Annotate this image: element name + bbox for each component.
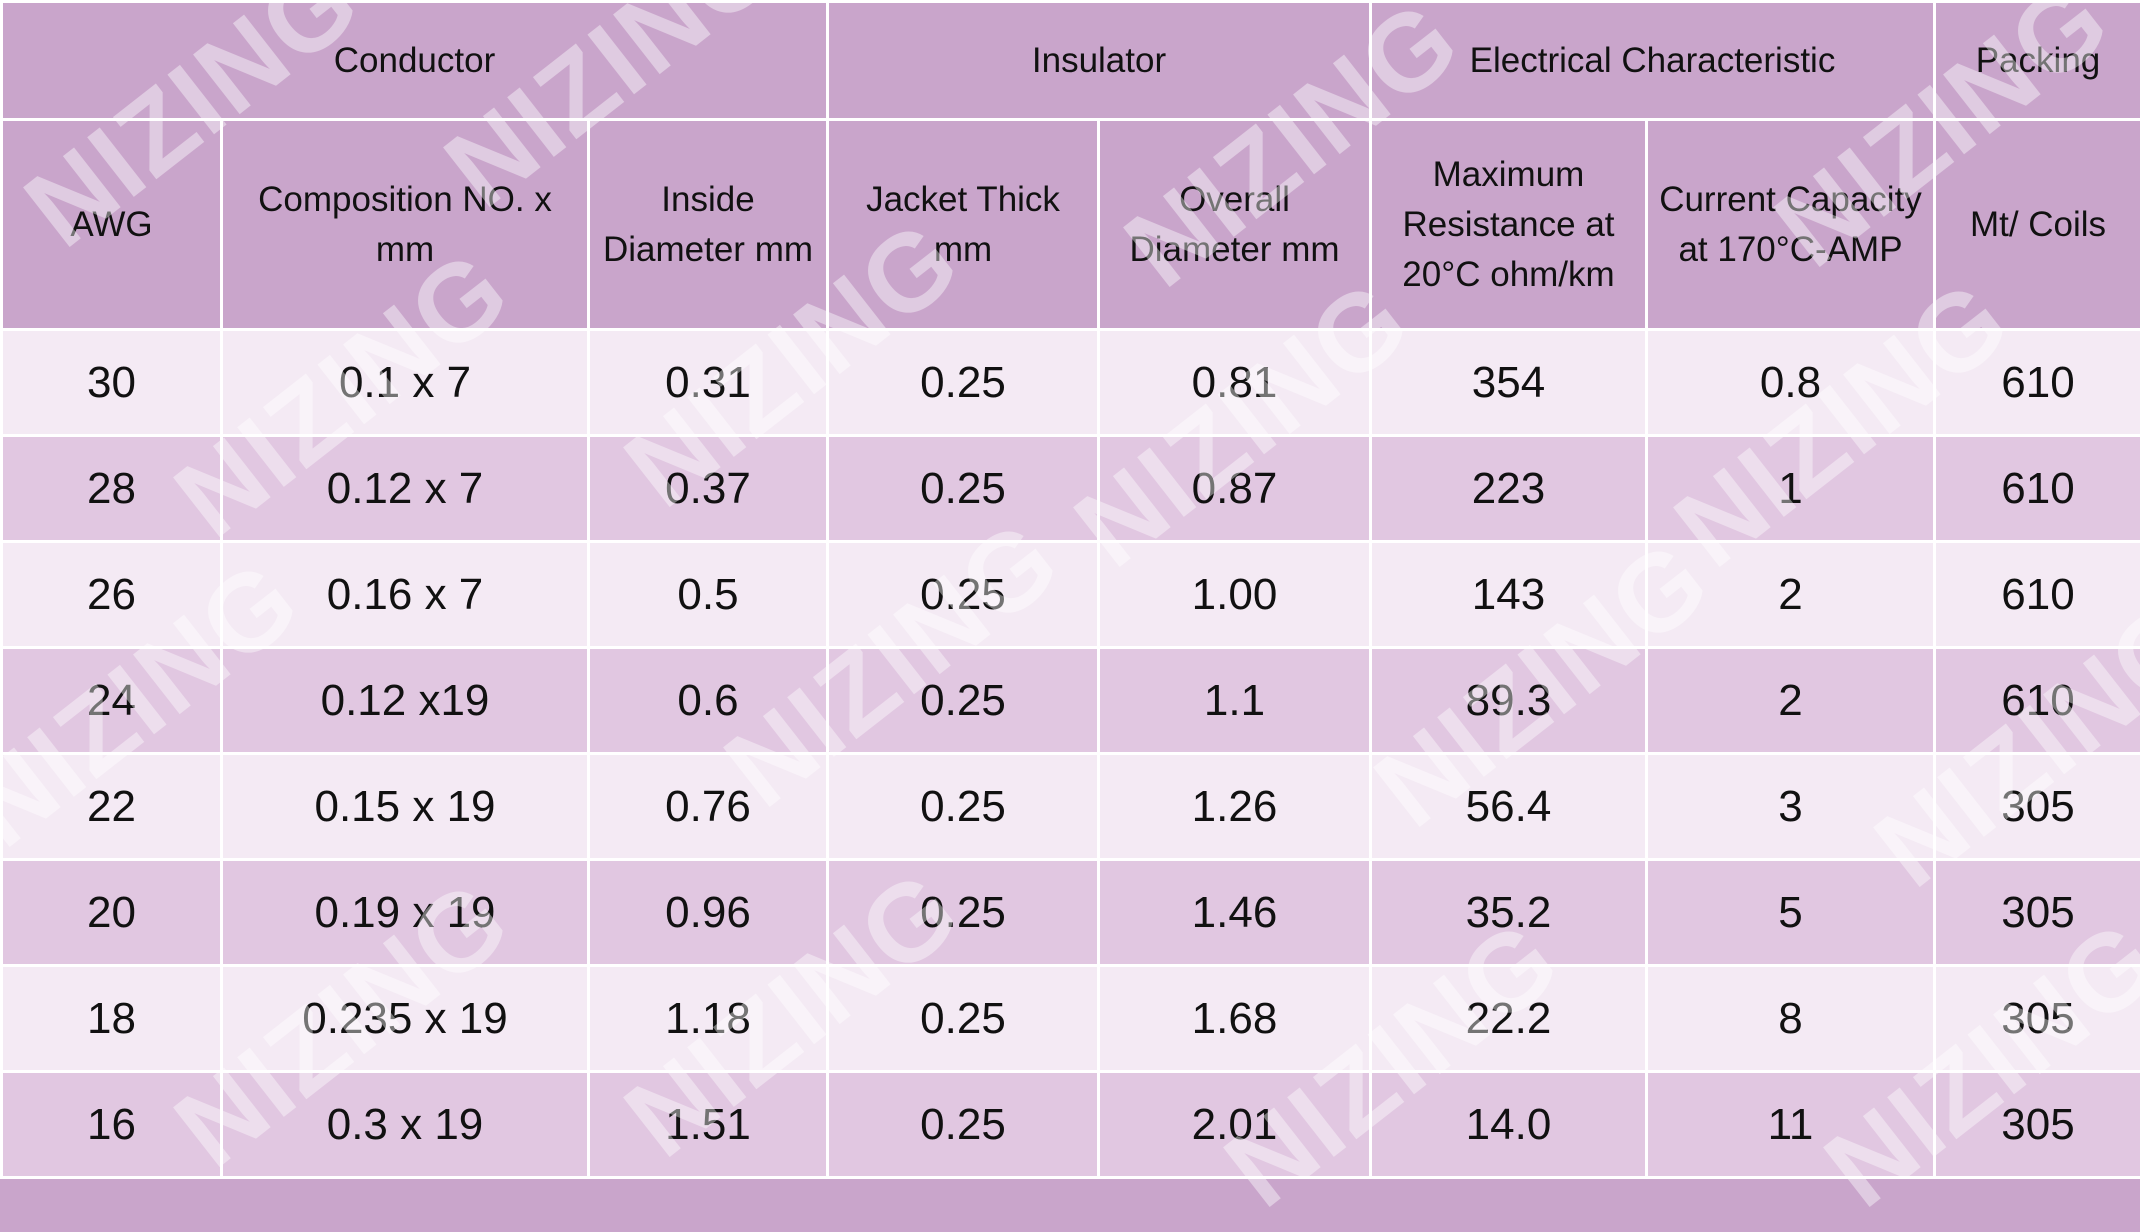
column-header: Composition NO. x mm (222, 120, 589, 330)
table-cell: 26 (2, 542, 222, 648)
table-cell: 0.15 x 19 (222, 754, 589, 860)
table-cell: 1.1 (1099, 648, 1371, 754)
column-header: Current Capacity at 170°C-AMP (1647, 120, 1935, 330)
table-cell: 1 (1647, 436, 1935, 542)
table-cell: 0.16 x 7 (222, 542, 589, 648)
table-cell: 20 (2, 860, 222, 966)
table-cell: 0.12 x19 (222, 648, 589, 754)
table-cell: 35.2 (1371, 860, 1647, 966)
table-cell: 28 (2, 436, 222, 542)
table-cell: 0.8 (1647, 330, 1935, 436)
table-cell: 2 (1647, 648, 1935, 754)
table-cell: 56.4 (1371, 754, 1647, 860)
table-cell: 0.76 (589, 754, 828, 860)
table-cell: 0.87 (1099, 436, 1371, 542)
table-cell: 0.6 (589, 648, 828, 754)
table-cell: 8 (1647, 966, 1935, 1072)
table-cell: 305 (1935, 860, 2140, 966)
table-cell: 14.0 (1371, 1072, 1647, 1178)
table-cell: 0.25 (828, 648, 1099, 754)
table-cell: 22.2 (1371, 966, 1647, 1072)
table-cell: 610 (1935, 648, 2140, 754)
column-header: Jacket Thick mm (828, 120, 1099, 330)
table-cell: 610 (1935, 330, 2140, 436)
table-cell: 305 (1935, 1072, 2140, 1178)
table-cell: 305 (1935, 966, 2140, 1072)
table-cell: 1.51 (589, 1072, 828, 1178)
table-cell: 22 (2, 754, 222, 860)
table-cell: 11 (1647, 1072, 1935, 1178)
table-cell: 0.31 (589, 330, 828, 436)
column-header: Mt/ Coils (1935, 120, 2140, 330)
table-cell: 0.235 x 19 (222, 966, 589, 1072)
table-cell: 0.37 (589, 436, 828, 542)
table-cell: 18 (2, 966, 222, 1072)
table-cell: 0.25 (828, 966, 1099, 1072)
group-row: Conductor Insulator Electrical Character… (2, 2, 2140, 120)
table-cell: 0.3 x 19 (222, 1072, 589, 1178)
table-cell: 0.25 (828, 754, 1099, 860)
table-cell: 0.25 (828, 330, 1099, 436)
table-cell: 305 (1935, 754, 2140, 860)
table-cell: 0.5 (589, 542, 828, 648)
column-header: Inside Diameter mm (589, 120, 828, 330)
table-cell: 0.1 x 7 (222, 330, 589, 436)
group-header: Conductor (2, 2, 828, 120)
table-cell: 0.25 (828, 436, 1099, 542)
table-cell: 1.26 (1099, 754, 1371, 860)
table-cell: 0.25 (828, 542, 1099, 648)
table-cell: 0.96 (589, 860, 828, 966)
spec-table: Conductor Insulator Electrical Character… (0, 0, 2140, 1179)
group-header: Packing (1935, 2, 2140, 120)
table-cell: 0.25 (828, 1072, 1099, 1178)
table-cell: 0.81 (1099, 330, 1371, 436)
column-header: Overall Diameter mm (1099, 120, 1371, 330)
table-cell: 223 (1371, 436, 1647, 542)
table-cell: 0.25 (828, 860, 1099, 966)
column-header: Maximum Resistance at 20°C ohm/km (1371, 120, 1647, 330)
table-cell: 1.46 (1099, 860, 1371, 966)
table-cell: 0.12 x 7 (222, 436, 589, 542)
table-cell: 0.19 x 19 (222, 860, 589, 966)
column-header: AWG (2, 120, 222, 330)
table-cell: 89.3 (1371, 648, 1647, 754)
table-cell: 24 (2, 648, 222, 754)
table-cell: 354 (1371, 330, 1647, 436)
table-cell: 16 (2, 1072, 222, 1178)
table-cell: 30 (2, 330, 222, 436)
table-cell: 2.01 (1099, 1072, 1371, 1178)
table-cell: 3 (1647, 754, 1935, 860)
table-cell: 143 (1371, 542, 1647, 648)
table-cell: 5 (1647, 860, 1935, 966)
table-cell: 1.18 (589, 966, 828, 1072)
table-cell: 610 (1935, 436, 2140, 542)
page: Conductor Insulator Electrical Character… (0, 0, 2140, 1203)
table-cell: 1.00 (1099, 542, 1371, 648)
group-header: Insulator (828, 2, 1371, 120)
group-header: Electrical Characteristic (1371, 2, 1935, 120)
table-cell: 1.68 (1099, 966, 1371, 1072)
table-cell: 2 (1647, 542, 1935, 648)
table-cell: 610 (1935, 542, 2140, 648)
